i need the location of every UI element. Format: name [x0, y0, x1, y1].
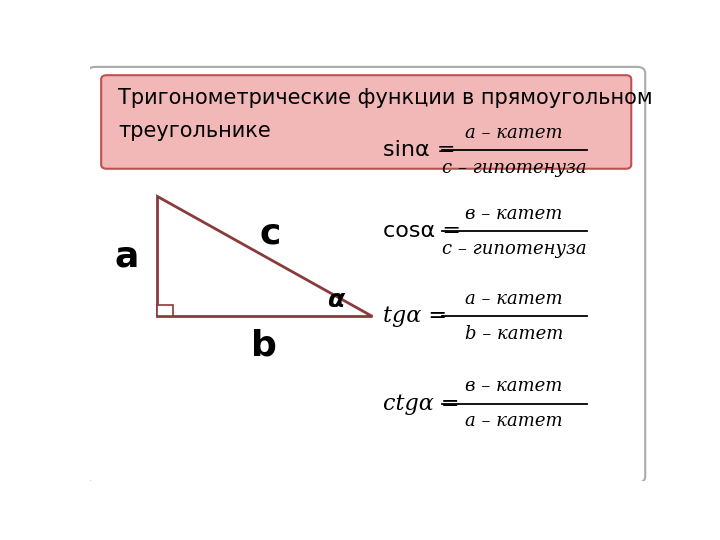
- Text: в – катет: в – катет: [465, 205, 563, 222]
- Text: cosα =: cosα =: [383, 221, 461, 241]
- Text: b: b: [251, 328, 277, 362]
- Text: Тригонометрические функции в прямоугольном: Тригонометрические функции в прямоугольн…: [118, 87, 652, 107]
- Text: a: a: [114, 239, 138, 273]
- Text: a – катет: a – катет: [465, 412, 563, 430]
- Text: sinα =: sinα =: [383, 140, 456, 160]
- FancyBboxPatch shape: [101, 75, 631, 168]
- FancyBboxPatch shape: [87, 67, 645, 483]
- Text: ctgα =: ctgα =: [383, 393, 459, 415]
- Text: a – катет: a – катет: [465, 124, 563, 141]
- Text: tgα =: tgα =: [383, 305, 447, 327]
- Text: c: c: [259, 216, 281, 250]
- Text: c – гипотенуза: c – гипотенуза: [442, 159, 586, 177]
- Polygon shape: [157, 196, 372, 316]
- Text: в – катет: в – катет: [465, 377, 563, 395]
- Text: c – гипотенуза: c – гипотенуза: [442, 240, 586, 258]
- Text: a – катет: a – катет: [465, 290, 563, 308]
- Text: α: α: [327, 288, 344, 312]
- Text: треугольнике: треугольнике: [118, 121, 271, 141]
- Text: b – катет: b – катет: [465, 325, 563, 343]
- Bar: [157, 305, 173, 316]
